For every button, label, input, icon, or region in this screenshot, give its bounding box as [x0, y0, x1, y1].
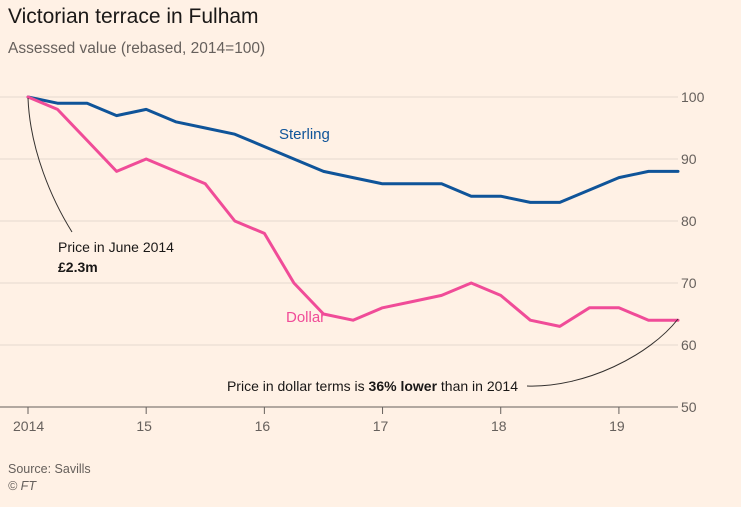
chart-title: Victorian terrace in Fulham — [8, 5, 259, 28]
y-tick-label-90: 90 — [681, 151, 697, 167]
end-annotation-bold: 36% lower — [369, 378, 438, 394]
end-annotation-suffix: than in 2014 — [437, 378, 518, 394]
x-axis-ticks: 2014 15 16 17 18 19 — [13, 407, 625, 434]
x-tick-label-17: 17 — [373, 418, 389, 434]
x-tick-label-16: 16 — [255, 418, 271, 434]
x-tick-label-15: 15 — [136, 418, 152, 434]
start-annotation-connector — [27, 97, 73, 233]
start-annotation-line1: Price in June 2014 — [58, 239, 174, 255]
y-tick-label-80: 80 — [681, 213, 697, 229]
x-tick-label-18: 18 — [491, 418, 507, 434]
series-lines — [26, 95, 680, 328]
y-tick-label-100: 100 — [681, 89, 705, 105]
end-annotation-prefix: Price in dollar terms is — [227, 378, 369, 394]
y-axis-ticks: 50 60 70 80 90 100 — [681, 89, 705, 415]
y-tick-label-50: 50 — [681, 399, 697, 415]
annotations: Price in June 2014 £2.3m Price in dollar… — [27, 97, 679, 394]
end-annotation-connector — [526, 318, 679, 387]
series-line-dollar — [26, 95, 680, 328]
credit-note: © FT — [8, 479, 36, 493]
line-chart: 50 60 70 80 90 100 2014 15 16 17 18 19 Price in Ju… — [0, 89, 705, 434]
series-label-dollar: Dollar — [286, 309, 325, 326]
chart-subtitle: Assessed value (rebased, 2014=100) — [8, 40, 266, 57]
y-tick-label-60: 60 — [681, 337, 697, 353]
source-note: Source: Savills — [8, 462, 91, 476]
series-line-sterling — [26, 95, 680, 204]
start-annotation-line2: £2.3m — [58, 259, 98, 275]
series-labels: Sterling Dollar — [279, 126, 330, 326]
x-tick-label-2014: 2014 — [13, 418, 44, 434]
y-tick-label-70: 70 — [681, 275, 697, 291]
x-tick-label-19: 19 — [609, 418, 625, 434]
grid-lines — [0, 96, 678, 408]
series-label-sterling: Sterling — [279, 126, 330, 143]
end-annotation: Price in dollar terms is 36% lower than … — [227, 378, 518, 394]
